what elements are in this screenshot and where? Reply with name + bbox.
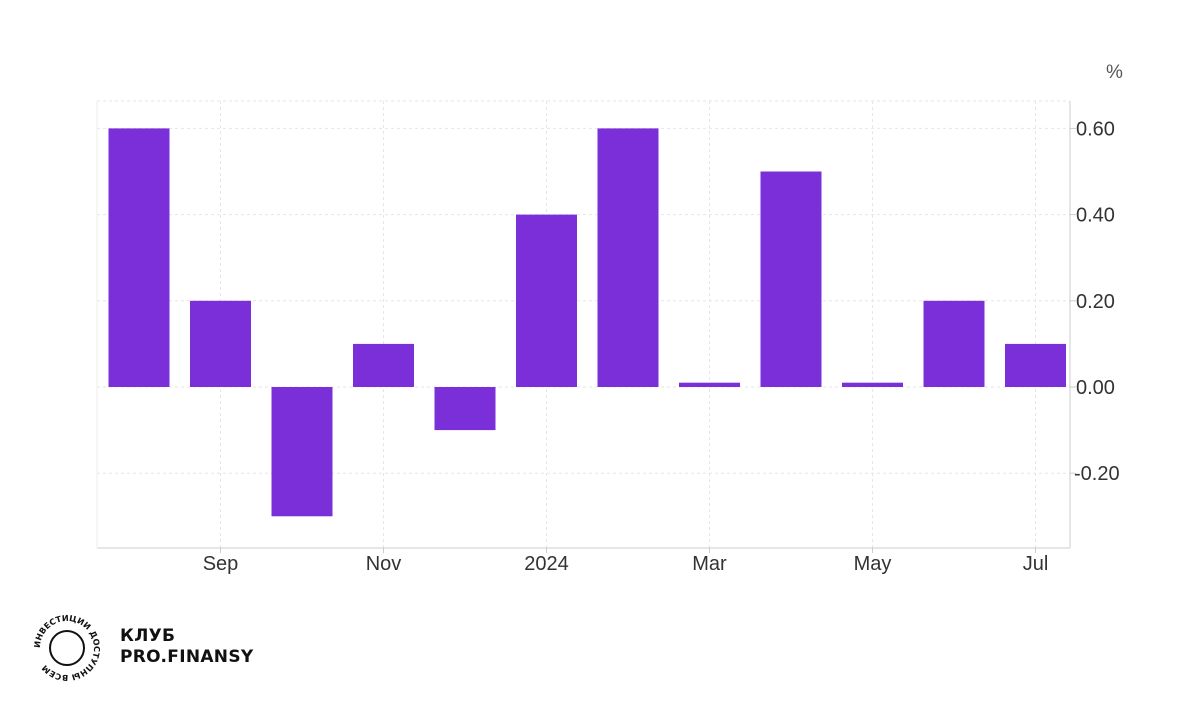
y-unit-label: % — [1106, 62, 1123, 83]
x-tick-labels: Sep Nov 2024 Mar May Jul — [203, 548, 1049, 575]
club-logo-icon: ИНВЕСТИЦИИ ДОСТУПНЫ ВСЕМ — [32, 613, 102, 683]
y-tick-label: 0.40 — [1076, 205, 1115, 227]
bar-mar — [679, 382, 740, 387]
bar-aug — [108, 128, 170, 387]
x-tick-label: Nov — [366, 553, 402, 575]
x-tick-label: 2024 — [524, 553, 569, 575]
brand-line-1: КЛУБ — [120, 626, 176, 646]
bar-2024 — [516, 214, 577, 387]
y-tick-label: 0.20 — [1076, 291, 1115, 313]
bars — [108, 128, 1066, 517]
bar-dec — [434, 387, 496, 431]
bar-sep — [190, 300, 251, 387]
bar-may — [842, 382, 903, 387]
brand-name: КЛУБ PRO.FINANSY — [120, 626, 254, 668]
x-tick-label: Jul — [1023, 553, 1049, 575]
bar-apr — [760, 171, 822, 387]
bar-nov — [353, 343, 414, 387]
y-tick-label: 0.60 — [1076, 118, 1115, 140]
y-tick-label: 0.00 — [1076, 377, 1115, 399]
y-tick-labels: 0.60 0.40 0.20 0.00 -0.20 — [1070, 118, 1120, 485]
y-tick-label: -0.20 — [1074, 463, 1120, 485]
bar-jul — [1005, 343, 1066, 387]
logo-ring-text: ИНВЕСТИЦИИ ДОСТУПНЫ ВСЕМ — [32, 613, 102, 683]
svg-text:ИНВЕСТИЦИИ ДОСТУПНЫ ВСЕМ: ИНВЕСТИЦИИ ДОСТУПНЫ ВСЕМ — [32, 613, 102, 683]
bar-oct — [271, 387, 333, 517]
bar-chart: 0.60 0.40 0.20 0.00 -0.20 Sep Nov 2024 Mar May Ju… — [96, 62, 1123, 575]
x-tick-label: May — [854, 553, 892, 575]
bar-jun — [923, 300, 985, 387]
bar-feb — [597, 128, 659, 387]
brand-line-2: PRO.FINANSY — [120, 647, 254, 667]
grid-lines — [97, 100, 1070, 548]
x-tick-label: Sep — [203, 553, 239, 575]
x-tick-label: Mar — [692, 553, 727, 575]
